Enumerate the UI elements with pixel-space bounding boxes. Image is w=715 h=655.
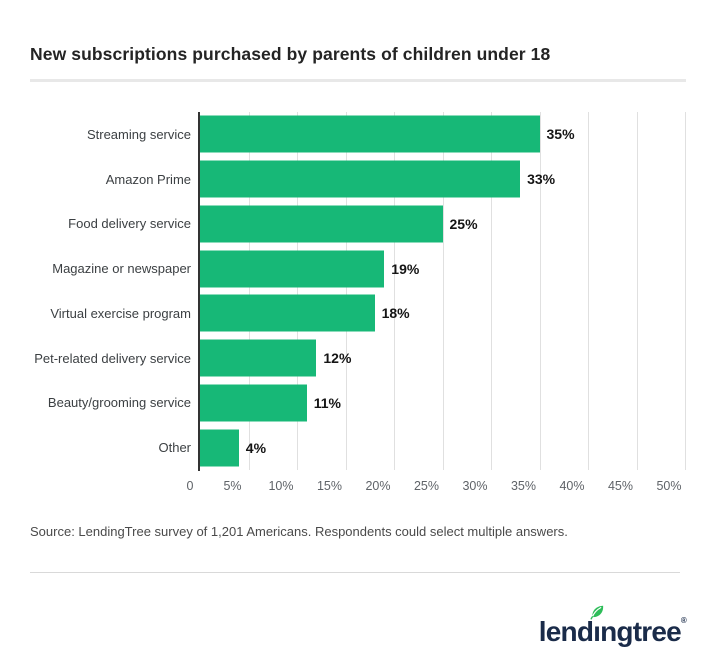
chart-title: New subscriptions purchased by parents o… [30,44,551,64]
gridline [491,112,492,470]
gridline [442,112,444,470]
x-tick-label: 5% [223,479,242,493]
category-label: Food delivery service [68,216,191,232]
value-label: 35% [546,126,575,143]
bar [200,384,307,422]
x-tick-label: 50% [656,479,682,493]
bar-row: 25% [200,202,685,247]
category-label: Other [158,440,191,456]
x-tick-label: 10% [268,479,294,493]
bar-rows: 35% 33% 25% 19% 18% 12% 11% 4% [200,112,685,470]
gridline [588,112,589,470]
gridline [685,112,686,470]
registered-mark: ® [680,616,687,625]
plot-area: 35% 33% 25% 19% 18% 12% 11% 4% [198,112,686,471]
value-label: 25% [449,215,478,232]
lendingtree-wordmark: lend ıngtree® [538,605,687,647]
bar-row: 12% [200,336,685,381]
bar [200,250,385,288]
category-label: Streaming service [86,126,191,142]
bar [200,294,375,332]
title-divider [30,79,686,82]
y-axis-line [198,112,200,471]
bar-row: 18% [200,291,685,336]
value-label: 4% [245,439,267,456]
category-labels: Streaming service Amazon Prime Food delive… [0,112,191,470]
category-label: Virtual exercise program [50,305,191,321]
category-label: Magazine or newspaper [52,261,191,277]
bar [200,339,317,377]
x-tick-label: 35% [510,479,537,493]
bar [200,115,540,153]
leaf-icon [590,605,604,620]
bar-row: 4% [200,425,685,470]
bar [200,429,239,467]
gridline [345,112,347,470]
value-label: 12% [323,350,352,367]
bar [200,205,443,243]
value-label: 18% [381,305,410,322]
gridline [636,112,638,470]
x-tick-label: 20% [365,479,391,493]
value-label: 19% [391,260,420,277]
x-tick-label: 45% [607,479,634,493]
bar-row: 35% [200,112,685,157]
bar-row: 19% [200,246,685,291]
source-note: Source: LendingTree survey of 1,201 Amer… [30,524,568,539]
x-tick-label: 0 [186,479,194,493]
bar-row: 33% [200,157,685,202]
category-label: Pet-related delivery service [34,350,191,366]
gridline [248,112,250,470]
wordmark-part2: ı [593,616,601,647]
category-label: Amazon Prime [105,171,191,187]
bar-chart: Streaming service Amazon Prime Food delive… [0,112,715,493]
value-label: 33% [527,171,556,188]
gridline [394,112,395,470]
gridline [297,112,298,470]
category-label: Beauty/grooming service [47,395,191,411]
x-tick-label: 30% [462,479,488,493]
x-axis: 0 5% 10% 15% 20% 25% 30% 35% 40% 45% 50% [187,470,685,502]
x-tick-label: 40% [559,479,585,493]
bar-row: 11% [200,381,685,426]
wordmark-i: ı [590,605,604,647]
wordmark-part3: ngtree [600,616,682,647]
gridline [539,112,541,470]
wordmark-part1: lend [538,616,594,647]
lendingtree-logo: lend ıngtree® [538,600,687,647]
x-tick-label: 25% [413,479,440,493]
footer-divider [30,572,680,573]
value-label: 11% [313,394,341,411]
x-tick-label: 15% [316,479,343,493]
bar [200,160,521,198]
